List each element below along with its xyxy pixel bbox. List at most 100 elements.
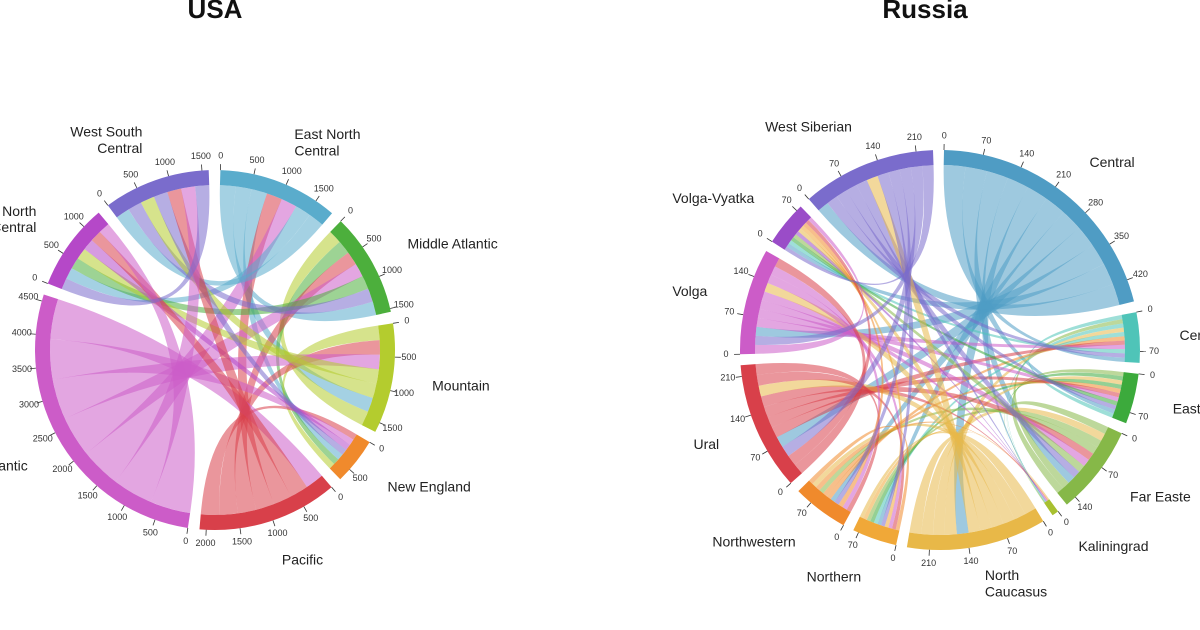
usa-tick-mark-south-atlantic-2000	[68, 460, 74, 466]
russia-tick-label-ural-210: 210	[720, 373, 735, 383]
russia-segment-arc-central-black-earth	[1121, 312, 1140, 363]
russia-tick-label-northern-0: 0	[890, 553, 895, 563]
russia-segment-labels: Central Centr East Far Easte Kaliningrad Nort…	[672, 119, 1200, 600]
usa-tick-label-pacific-500: 500	[303, 513, 318, 523]
russia-tick-mark-west-siberian-0	[804, 194, 810, 200]
russia-tick-label-east-siberian-70: 70	[1138, 411, 1148, 421]
usa-chord-middle-atlantic-mountain	[279, 231, 368, 426]
usa-segment-arcs	[35, 170, 396, 530]
usa-tick-mark-south-atlantic-500	[152, 519, 156, 526]
usa-chart-title: USA	[188, 0, 243, 24]
russia-tick-label-central-0: 0	[942, 130, 947, 140]
russia-chord-far-eastern-west-siberian	[846, 184, 1080, 478]
russia-tick-label-central-350: 350	[1114, 231, 1129, 241]
russia-tick-label-central-210: 210	[1056, 170, 1071, 180]
russia-tick-label-central-black-earth-70: 70	[1149, 346, 1159, 356]
russia-tick-mark-west-siberian-140	[875, 154, 878, 161]
usa-segment-label-new-england: New England	[388, 478, 471, 494]
russia-tick-label-ural-70: 70	[750, 453, 760, 463]
russia-tick-label-central-280: 280	[1088, 198, 1103, 208]
russia-chart-title: Russia	[882, 0, 968, 24]
russia-tick-mark-central-210	[1055, 181, 1060, 187]
russia-tick-label-far-eastern-140: 140	[1077, 502, 1092, 512]
russia-chord-east-siberian-northwestern	[823, 380, 1121, 497]
usa-tick-mark-south-atlantic-1500	[92, 485, 98, 491]
russia-tick-mark-central-black-earth-0	[1136, 310, 1143, 313]
russia-tick-mark-volga-140	[748, 273, 755, 277]
russia-tick-mark-northern-0	[894, 545, 897, 552]
usa-segment-arc-new-england	[329, 434, 370, 480]
russia-tick-mark-northwestern-0	[840, 524, 844, 531]
russia-tick-label-kaliningrad-0: 0	[1064, 517, 1069, 527]
russia-chord-east-siberian-far-eastern	[1011, 369, 1124, 494]
usa-tick-label-west-north-central-500: 500	[44, 240, 59, 250]
usa-tick-mark-new-england-500	[349, 469, 355, 474]
russia-segment-arc-northwestern	[798, 480, 851, 526]
russia-tick-label-central-black-earth-0: 0	[1148, 304, 1153, 314]
russia-tick-mark-volga-vyatka-70	[792, 206, 797, 211]
russia-tick-label-west-siberian-70: 70	[829, 158, 839, 168]
russia-segment-arcs	[740, 150, 1140, 550]
russia-chord-kaliningrad-ural	[760, 385, 1048, 501]
usa-tick-mark-south-atlantic-3000	[36, 400, 43, 404]
russia-segment-arc-volga-vyatka	[771, 206, 812, 250]
usa-tick-label-east-north-central-1000: 1000	[282, 166, 302, 176]
usa-tick-label-west-south-central-500: 500	[123, 170, 138, 180]
usa-segment-arc-mountain	[361, 323, 396, 432]
russia-tick-mark-central-350	[1109, 240, 1115, 245]
usa-segment-label-middle-atlantic: Middle Atlantic	[407, 235, 497, 251]
usa-tick-label-pacific-0: 0	[338, 492, 343, 502]
russia-tick-label-northern-70: 70	[848, 540, 858, 550]
russia-chord-east-siberian-ural	[767, 376, 1120, 428]
russia-tick-label-northwestern-70: 70	[797, 508, 807, 518]
russia-tick-label-ural-0: 0	[778, 487, 783, 497]
usa-chord-west-north-central-west-south-central	[61, 185, 210, 306]
usa-tick-label-south-atlantic-4500: 4500	[18, 292, 38, 302]
russia-segment-label-east-siberian: East	[1173, 401, 1200, 417]
russia-chord-chart: Russia 070140210280350420070070070140007…	[672, 0, 1200, 599]
usa-tick-mark-south-atlantic-0	[186, 527, 189, 534]
russia-tick-label-volga-vyatka-70: 70	[782, 195, 792, 205]
usa-segment-label-west-south-central: West South Central	[70, 124, 142, 156]
russia-tick-label-far-eastern-0: 0	[1132, 434, 1137, 444]
russia-segment-label-kaliningrad: Kaliningrad	[1078, 538, 1148, 554]
russia-tick-label-volga-70: 70	[724, 307, 734, 317]
usa-segment-arc-west-south-central	[107, 170, 210, 218]
usa-tick-label-west-north-central-0: 0	[32, 273, 37, 283]
russia-chord-ural-volga-vyatka	[788, 219, 871, 465]
usa-tick-mark-pacific-1000	[272, 520, 276, 527]
usa-chord-east-north-central-middle-atlantic	[219, 185, 377, 322]
russia-tick-label-ural-140: 140	[730, 414, 745, 424]
usa-chord-new-england-south-atlantic	[49, 339, 354, 445]
russia-chord-north-caucasus-west-siberian	[866, 175, 981, 533]
usa-tick-mark-south-atlantic-4500	[35, 298, 42, 302]
usa-tick-mark-middle-atlantic-500	[362, 243, 368, 248]
russia-chords	[755, 165, 1125, 535]
usa-tick-mark-mountain-0	[392, 322, 400, 324]
russia-tick-label-volga-140: 140	[733, 266, 748, 276]
russia-tick-label-west-siberian-210: 210	[907, 132, 922, 142]
usa-segment-label-pacific: Pacific	[282, 551, 323, 567]
usa-tick-label-east-north-central-500: 500	[250, 155, 265, 165]
usa-segment-arc-east-north-central	[219, 170, 333, 225]
usa-tick-label-west-south-central-1500: 1500	[191, 151, 211, 161]
russia-tick-mark-northern-70	[855, 532, 859, 539]
usa-tick-mark-west-north-central-0	[42, 280, 48, 284]
russia-segment-label-volga-vyatka: Volga-Vyatka	[672, 190, 754, 206]
usa-chord-chart: USA 0 500 1000 1500 0 500 1000 1500 0 500 1000 1500…	[0, 0, 498, 567]
usa-tick-label-south-atlantic-3000: 3000	[19, 400, 39, 410]
usa-chord-mountain-pacific	[219, 340, 380, 515]
usa-tick-mark-pacific-500	[303, 506, 308, 512]
russia-tick-mark-ural-140	[745, 414, 752, 418]
russia-tick-label-central-140: 140	[1019, 149, 1034, 159]
usa-chord-east-north-central-west-south-central	[116, 209, 323, 286]
usa-tick-marks: 0 500 1000 1500 0 500 1000 1500 0 500 1000 1500 0 500…	[12, 150, 417, 548]
usa-segment-label-east-north-central: East North Central	[294, 126, 360, 158]
usa-segment-labels: East North Central Middle Atlantic Mountain…	[0, 124, 498, 568]
usa-chord-south-atlantic-west-south-central	[115, 186, 200, 503]
usa-tick-mark-new-england-0	[369, 441, 375, 446]
usa-chord-new-england-west-south-central	[153, 192, 347, 455]
russia-tick-label-north-caucasus-210: 210	[921, 558, 936, 568]
russia-chord-central-volga-vyatka	[786, 243, 1113, 310]
usa-segment-arc-south-atlantic	[35, 294, 191, 528]
